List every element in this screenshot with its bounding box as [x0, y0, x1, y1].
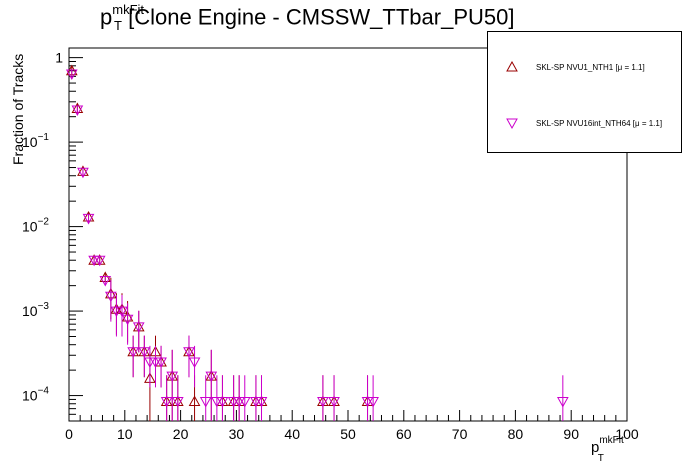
data-point-series-2 — [132, 322, 145, 333]
data-point-series-2 — [88, 255, 100, 267]
y-tick-label: 10−2 — [22, 217, 49, 235]
legend: SKL-SP NVU1_NTH1 [μ = 1.1] SKL-SP NVU16i… — [487, 31, 682, 153]
data-point-series-2 — [205, 371, 218, 383]
x-label-main: p — [591, 439, 600, 456]
data-point-series-2 — [71, 105, 84, 117]
data-point-series-2 — [144, 357, 156, 368]
title-subscript: T — [114, 17, 122, 33]
data-point-series-2 — [227, 397, 240, 408]
x-tick-label: 20 — [173, 426, 189, 442]
data-point-series-2 — [238, 397, 251, 408]
x-tick-label: 80 — [508, 426, 524, 442]
y-tick-label: 10−1 — [22, 132, 49, 150]
data-point-series-2 — [155, 357, 167, 368]
data-point-series-2 — [199, 397, 212, 408]
data-point-series-2 — [160, 397, 173, 408]
data-point-series-2 — [211, 397, 223, 408]
data-point-series-2 — [328, 397, 340, 408]
data-point-series-2 — [77, 167, 89, 179]
x-tick-label: 50 — [340, 426, 356, 442]
legend-marker-triangle-up-icon — [506, 61, 518, 72]
data-point-series-2 — [110, 306, 123, 318]
chart-title: pmkFitT [Clone Engine - CMSSW_TTbar_PU50… — [100, 2, 515, 33]
y-tick-label: 10−3 — [22, 301, 49, 319]
x-tick-label: 0 — [65, 426, 73, 442]
data-point-series-2 — [188, 357, 201, 368]
data-point-series-2 — [367, 397, 379, 408]
y-tick-label: 1 — [55, 50, 63, 66]
data-point-series-2 — [216, 397, 229, 408]
x-label-superscript: mkFit — [599, 435, 624, 446]
y-axis-label: Fraction of Tracks — [10, 53, 26, 165]
data-point-series-2 — [99, 276, 112, 287]
y-tick-label: 10−4 — [22, 386, 49, 404]
data-point-series-2 — [361, 397, 374, 408]
data-point-series-2 — [127, 347, 140, 358]
x-tick-label: 90 — [563, 426, 579, 442]
data-point-series-2 — [149, 357, 162, 368]
x-label-subscript: T — [597, 453, 604, 464]
data-point-series-2 — [138, 347, 151, 358]
data-point-series-1 — [188, 395, 201, 407]
title-main: p — [100, 4, 113, 30]
data-point-series-2 — [121, 314, 134, 326]
data-point-series-2 — [105, 291, 117, 303]
data-point-series-2 — [255, 397, 268, 408]
data-point-series-2 — [166, 371, 179, 383]
x-tick-label: 30 — [229, 426, 245, 442]
x-tick-label: 100 — [615, 426, 639, 442]
legend-label-series-2: SKL-SP NVU16int_NTH64 [μ = 1.1] — [536, 119, 663, 128]
data-point-series-2 — [171, 397, 184, 408]
data-point-series-2 — [116, 306, 128, 318]
data-point-series-2 — [65, 69, 78, 81]
legend-marker-triangle-down-icon — [506, 118, 518, 130]
data-point-series-2 — [183, 347, 195, 358]
data-point-series-2 — [233, 397, 246, 408]
data-point-series-2 — [556, 397, 569, 408]
legend-label-series-1: SKL-SP NVU1_NTH1 [μ = 1.1] — [536, 63, 645, 72]
x-tick-label: 60 — [396, 426, 412, 442]
title-superscript: mkFit — [112, 2, 145, 17]
title-rest: [Clone Engine - CMSSW_TTbar_PU50] — [121, 4, 515, 30]
x-tick-label: 70 — [452, 426, 468, 442]
x-tick-label: 10 — [117, 426, 133, 442]
data-point-series-2 — [317, 397, 329, 408]
x-tick-label: 40 — [284, 426, 300, 442]
data-point-series-2 — [250, 397, 262, 408]
data-point-series-2 — [93, 255, 106, 267]
x-axis-label: pmkFit T — [591, 435, 624, 464]
data-point-series-2 — [82, 213, 95, 225]
